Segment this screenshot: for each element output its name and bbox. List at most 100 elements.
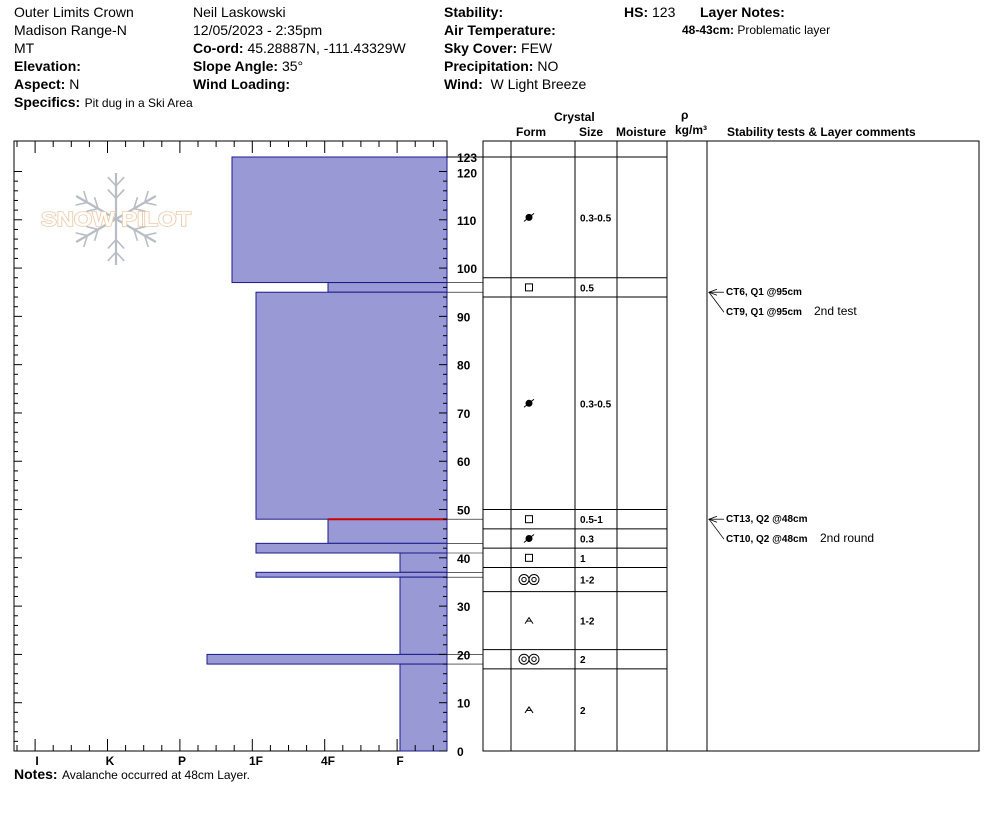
coord-row: Co-ord: 45.28887N, -111.43329W: [193, 41, 406, 55]
precip-row: Precipitation: NO: [444, 59, 558, 73]
form-header: Form: [516, 125, 546, 139]
height-axis-label: 0: [457, 745, 464, 759]
stability-test-comment: 2nd round: [820, 531, 874, 545]
hs-row: HS: 123: [624, 5, 675, 19]
melt-cluster-inner-icon: [531, 576, 537, 583]
logo-arm: [115, 218, 157, 243]
logo-text: SNOW PILOT: [41, 209, 191, 231]
height-axis-label: 60: [457, 455, 471, 469]
snow-pilot-logo: SNOW PILOT: [40, 173, 192, 265]
logo-branch: [115, 176, 125, 187]
test-leader-line: [708, 518, 725, 540]
height-axis-label: 110: [457, 214, 477, 228]
crystal-size-label: 2: [580, 706, 586, 717]
crystal-size-label: 1: [580, 554, 586, 565]
height-axis-label: 40: [457, 552, 471, 566]
rounded-melt-icon-stroke: [523, 534, 535, 543]
logo-branch: [93, 196, 99, 209]
hardness-layer-bar: [255, 291, 448, 520]
melt-cluster-inner-icon: [521, 576, 527, 583]
hardness-layer-bar: [255, 542, 448, 554]
sky-label: Sky Cover:: [444, 40, 518, 56]
logo-branch: [115, 239, 125, 250]
hardness-axis-label: P: [178, 754, 186, 768]
stability-tests: CT6, Q1 @95cm CT9, Q1 @95cm 2nd test CT13, …: [707, 287, 874, 545]
crystal-size-label: 2: [580, 655, 586, 666]
aspect-value: N: [69, 76, 80, 92]
layer-note-range: 48-43cm:: [682, 23, 735, 37]
layer-note: 48-43cm: Problematic layer: [682, 24, 830, 36]
height-axis-label: 90: [457, 310, 471, 324]
hs-label: HS:: [624, 4, 649, 20]
hs-value: 123: [652, 4, 676, 20]
rho-header: ρ: [681, 108, 689, 122]
notes-row: Notes: Avalanche occurred at 48cm Layer.: [14, 767, 250, 783]
faceted-icon: [525, 515, 533, 524]
hardness-layers: [206, 156, 448, 752]
logo-branch: [86, 225, 99, 231]
precip-value: NO: [537, 58, 559, 74]
crystal-header: Crystal: [554, 110, 595, 124]
elevation-label: Elevation:: [14, 58, 81, 74]
sky-row: Sky Cover: FEW: [444, 41, 552, 55]
hardness-layer-bar: [327, 282, 448, 293]
faceted-icon: [525, 283, 533, 292]
melt-cluster-inner-icon: [531, 656, 537, 662]
height-axis-label: 20: [457, 648, 471, 662]
logo-branch: [83, 190, 89, 203]
notes-value: Avalanche occurred at 48cm Layer.: [62, 768, 250, 782]
coord-value: 45.28887N, -111.43329W: [247, 40, 406, 56]
rounded-melt-icon-stroke: [523, 212, 535, 222]
hardness-layer-bar: [399, 552, 448, 573]
hardness-layer-bar: [231, 156, 448, 284]
logo-branch: [115, 251, 125, 262]
slope-row: Slope Angle: 35°: [193, 59, 303, 73]
density-unit-header: kg/m³: [675, 123, 708, 137]
logo-branch: [133, 196, 139, 209]
layer-notes-label: Layer Notes:: [700, 4, 785, 20]
crystal-size-label: 0.3: [580, 535, 594, 546]
logo-branch: [107, 176, 117, 187]
stability-label: Stability:: [444, 4, 504, 20]
state-name: MT: [14, 40, 35, 56]
aspect-label: Aspect:: [14, 76, 66, 92]
melt-cluster-inner-icon: [521, 656, 527, 662]
logo-branch: [93, 229, 99, 242]
melt-cluster-icon: [518, 574, 530, 586]
height-axis-label: 30: [457, 600, 471, 614]
depth-hoar-icon: [524, 706, 534, 714]
specifics-label: Specifics:: [14, 94, 81, 110]
location-name: Outer Limits Crown: [14, 4, 134, 20]
depth-hoar-icon: [524, 616, 534, 624]
logo-branch: [143, 235, 149, 248]
logo-branch: [115, 188, 125, 199]
hardness-layer-bar: [399, 663, 448, 752]
height-axis-label: 80: [457, 359, 471, 373]
moisture-header: Moisture: [616, 125, 667, 139]
crystal-size-label: 0.3-0.5: [580, 399, 612, 410]
crystal-size-label: 0.5-1: [580, 515, 603, 526]
melt-cluster-icon: [528, 653, 540, 665]
crystal-size-label: 1-2: [580, 617, 595, 628]
logo-branch: [86, 207, 99, 213]
logo-branch: [143, 190, 149, 203]
precip-label: Precipitation:: [444, 58, 534, 74]
observer-name: Neil Laskowski: [193, 4, 286, 20]
air-temp-label: Air Temperature:: [444, 22, 556, 38]
hardness-layer-bar: [255, 571, 448, 578]
height-axis-label: 100: [457, 262, 477, 276]
logo-branch: [75, 201, 88, 206]
crystal-table: 0.3-0.5 0.5 0.3-0.5 0.5-1 0.3 1 1-2 1-2 2 2: [447, 140, 980, 752]
logo-branch: [107, 239, 117, 250]
crystal-size-label: 1-2: [580, 576, 595, 587]
logo-branch: [133, 229, 139, 242]
slope-value: 35°: [281, 58, 304, 74]
size-header: Size: [579, 125, 604, 139]
hardness-axis-label: I: [35, 754, 38, 768]
range-name: Madison Range-N: [14, 22, 127, 38]
stability-test-label: CT6, Q1 @95cm: [726, 287, 802, 298]
logo-branch: [83, 235, 89, 248]
height-axis-label: 120: [457, 166, 477, 180]
logo-branch: [75, 232, 88, 237]
